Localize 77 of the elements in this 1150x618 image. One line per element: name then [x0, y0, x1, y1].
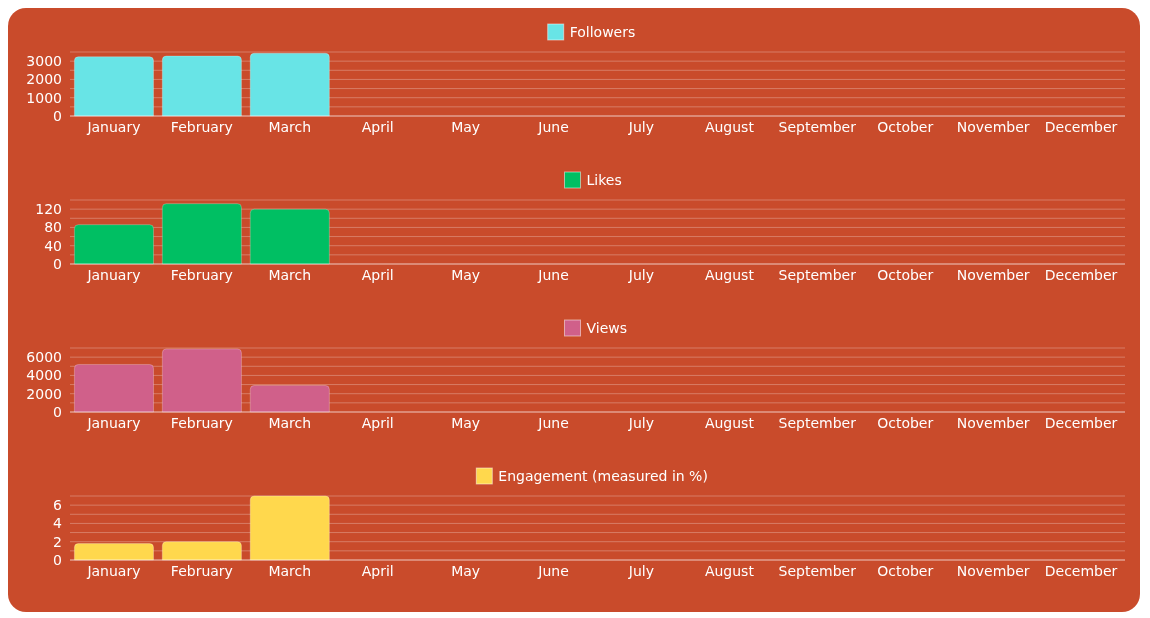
x-tick-label: November [956, 415, 1030, 431]
x-tick-label: June [537, 563, 569, 579]
x-tick-label: January [86, 415, 141, 431]
y-tick-label: 2000 [26, 385, 62, 402]
x-tick-label: May [451, 415, 481, 431]
x-tick-label: August [704, 119, 755, 135]
x-tick-label: June [537, 415, 569, 431]
x-tick-label: June [537, 267, 569, 283]
x-tick-label: November [956, 563, 1030, 579]
x-tick-label: December [1044, 563, 1118, 579]
x-tick-label: October [877, 119, 934, 135]
x-tick-label: April [361, 415, 394, 431]
y-tick-label: 120 [35, 201, 62, 218]
y-tick-label: 0 [53, 107, 62, 124]
x-tick-label: June [537, 119, 569, 135]
x-tick-label: July [627, 119, 655, 135]
y-tick-label: 6 [53, 497, 63, 514]
x-tick-label: February [170, 415, 233, 431]
x-tick-label: March [268, 267, 312, 283]
x-tick-label: April [361, 267, 394, 283]
legend-label: Views [586, 319, 628, 336]
y-tick-label: 2 [53, 533, 62, 550]
bar [249, 384, 330, 413]
x-tick-label: May [451, 267, 481, 283]
y-tick-label: 0 [53, 255, 62, 272]
x-tick-label: April [361, 119, 394, 135]
bar [161, 203, 242, 265]
x-tick-label: July [627, 267, 655, 283]
x-tick-label: January [86, 267, 141, 283]
x-tick-label: February [170, 267, 233, 283]
y-tick-label: 0 [53, 403, 62, 420]
x-tick-label: May [451, 563, 481, 579]
x-tick-label: September [778, 563, 857, 579]
x-tick-label: October [877, 267, 934, 283]
x-tick-label: October [877, 563, 934, 579]
bar [249, 208, 330, 265]
x-tick-label: December [1044, 119, 1118, 135]
y-tick-label: 6000 [26, 349, 62, 366]
y-tick-label: 1000 [26, 89, 62, 106]
x-tick-label: September [778, 415, 857, 431]
y-tick-label: 0 [53, 551, 62, 568]
legend-label: Followers [569, 23, 636, 40]
x-tick-label: January [86, 119, 141, 135]
x-tick-label: August [704, 415, 755, 431]
x-tick-label: March [268, 563, 312, 579]
x-tick-label: February [170, 119, 233, 135]
x-tick-label: December [1044, 267, 1118, 283]
x-tick-label: April [361, 563, 394, 579]
x-tick-label: November [956, 267, 1030, 283]
legend-label: Engagement (measured in %) [498, 467, 708, 484]
y-tick-label: 3000 [26, 53, 62, 70]
bar [249, 495, 330, 561]
x-tick-label: July [627, 563, 655, 579]
bar [161, 541, 242, 561]
y-tick-label: 80 [44, 219, 62, 236]
x-tick-label: March [268, 415, 312, 431]
x-tick-label: August [704, 267, 755, 283]
legend-label: Likes [586, 171, 622, 188]
x-tick-label: September [778, 119, 857, 135]
x-tick-label: January [86, 563, 141, 579]
bar [73, 224, 155, 265]
x-tick-label: December [1044, 415, 1118, 431]
y-tick-label: 2000 [26, 71, 62, 88]
x-tick-label: February [170, 563, 233, 579]
bar [73, 363, 155, 413]
y-tick-label: 4000 [26, 367, 62, 384]
x-tick-label: July [627, 415, 655, 431]
x-tick-label: May [451, 119, 481, 135]
y-tick-label: 40 [44, 237, 62, 254]
x-tick-label: September [778, 267, 857, 283]
x-tick-label: March [268, 119, 312, 135]
bar [73, 543, 155, 561]
x-tick-label: November [956, 119, 1030, 135]
y-tick-label: 4 [53, 515, 63, 532]
x-tick-label: October [877, 415, 934, 431]
x-tick-label: August [704, 563, 755, 579]
bar [161, 348, 242, 413]
